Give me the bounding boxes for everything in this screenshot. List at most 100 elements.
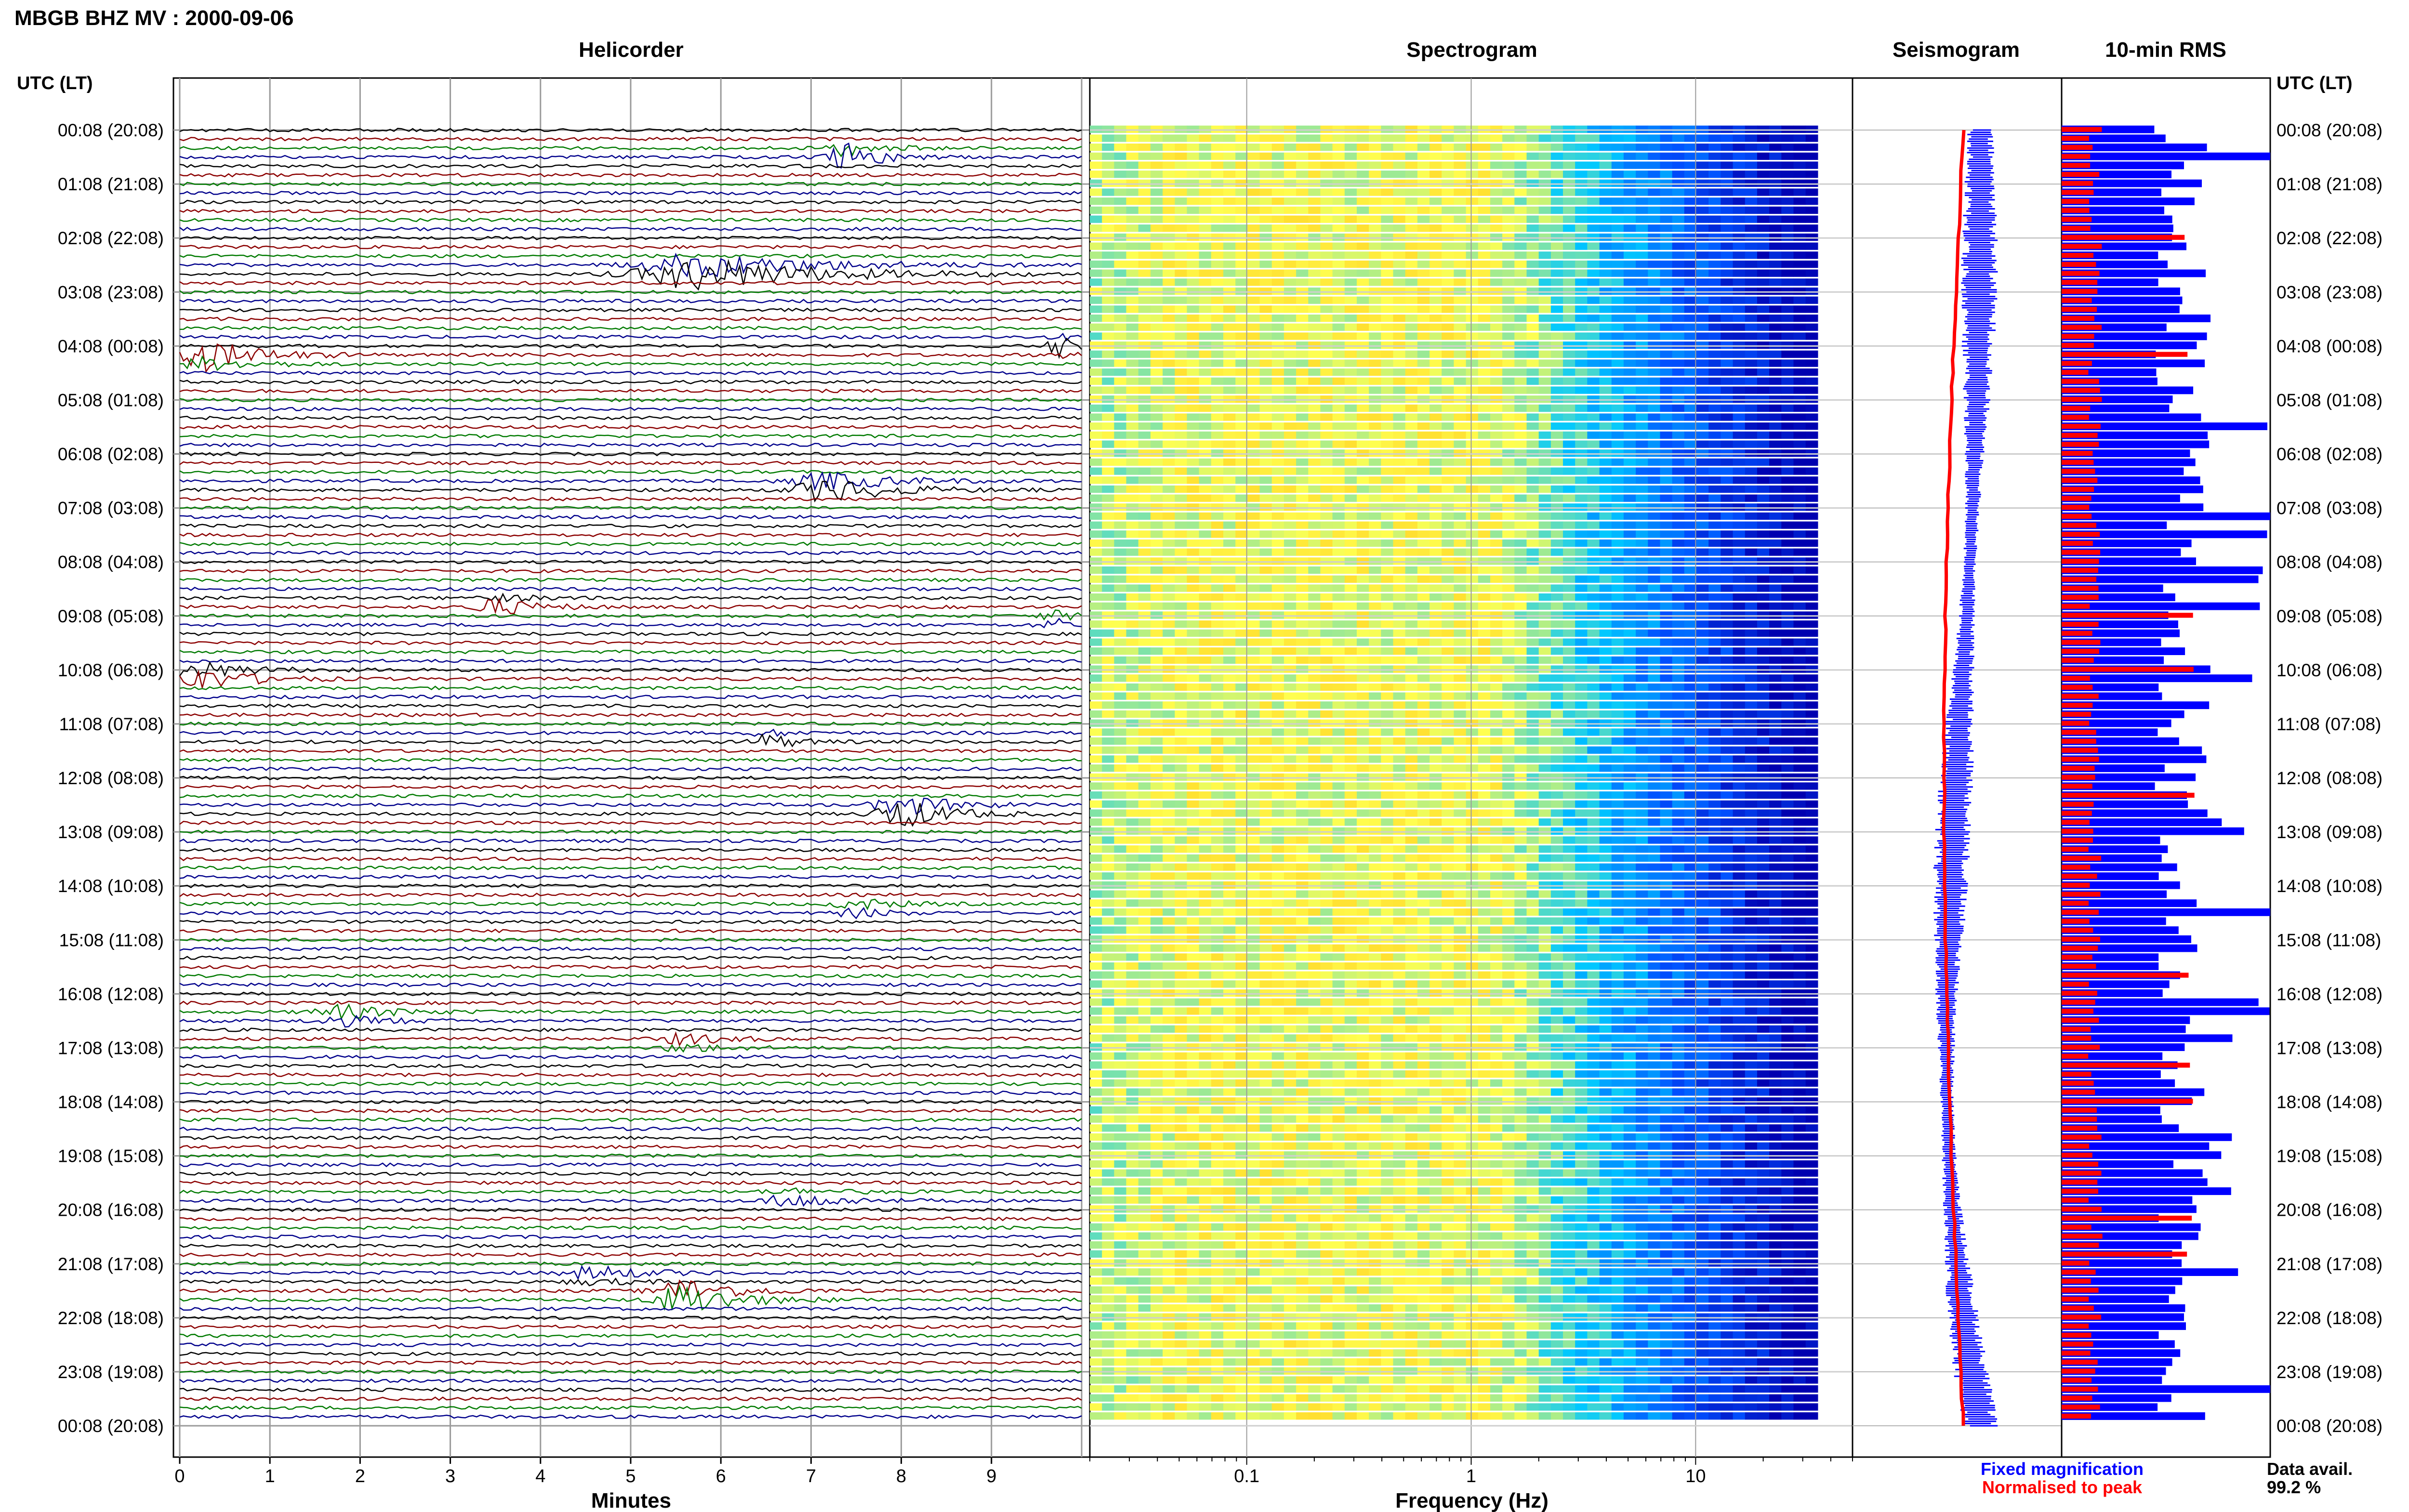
spectrogram-cell [1781,800,1794,808]
spectrogram-cell [1805,782,1818,790]
spectrogram-cell [1259,404,1272,412]
spectrogram-cell [1247,557,1260,565]
spectrogram-cell [1430,332,1442,340]
spectrogram-cell [1563,171,1575,178]
spectrogram-cell [1696,251,1709,259]
spectrogram-cell [1660,278,1673,286]
spectrogram-cell [1114,539,1127,547]
spectrogram-cell [1611,566,1624,574]
helicorder-trace [179,658,1082,663]
spectrogram-cell [1672,215,1685,223]
spectrogram-cell [1381,656,1394,664]
spectrogram-cell [1550,818,1563,826]
spectrogram-cell [1417,215,1430,223]
spectrogram-cell [1320,764,1333,772]
spectrogram-cell [1599,737,1612,745]
spectrogram-cell [1648,422,1661,430]
spectrogram-cell [1563,350,1575,358]
spectrogram-cell [1611,575,1624,583]
spectrogram-cell [1259,260,1272,268]
spectrogram-cell [1247,827,1260,835]
spectrogram-cell [1430,638,1442,646]
spectrogram-cell [1357,539,1369,547]
spectrogram-cell [1587,593,1600,601]
spectrogram-cell [1393,494,1406,502]
spectrogram-cell [1575,296,1588,304]
spectrogram-cell [1514,656,1527,664]
spectrogram-cell [1684,521,1697,529]
spectrogram-cell [1514,611,1527,619]
spectrogram-cell [1150,539,1163,547]
spectrogram-cell [1599,179,1612,187]
spectrogram-cell [1405,548,1418,556]
spectrogram-cell [1114,315,1127,322]
spectrogram-cell [1648,125,1661,133]
spectrogram-cell [1271,575,1284,583]
spectrogram-cell [1308,476,1321,484]
spectrogram-cell [1405,602,1418,610]
spectrogram-cell [1442,134,1454,142]
spectrogram-cell [1405,746,1418,754]
helicorder-trace [179,1252,1082,1257]
spectrogram-cell [1575,485,1588,493]
spectrogram-cell [1163,737,1175,745]
spectrogram-cell [1805,593,1818,601]
spectrogram-cell [1223,467,1236,475]
spectrogram-cell [1733,251,1746,259]
spectrogram-cell [1623,179,1636,187]
spectrogram-cell [1660,710,1673,718]
spectrogram-cell [1745,197,1758,205]
spectrogram-cell [1381,206,1394,214]
spectrogram-cell [1563,269,1575,277]
spectrogram-cell [1247,242,1260,250]
spectrogram-cell [1733,737,1746,745]
spectrogram-cell [1442,512,1454,520]
spectrogram-cell [1175,773,1188,781]
spectrogram-cell [1575,350,1588,358]
spectrogram-cell [1102,692,1114,700]
spectrogram-cell [1175,584,1188,592]
spectrogram-cell [1308,224,1321,232]
spectrogram-cell [1430,620,1442,628]
spectrogram-cell [1538,539,1551,547]
spectrogram-cell [1781,315,1794,322]
spectrogram-cell [1466,575,1479,583]
spectrogram-cell [1672,611,1685,619]
spectrogram-cell [1344,206,1357,214]
spectrogram-cell [1490,773,1503,781]
spectrogram-cell [1357,342,1369,349]
spectrogram-cell [1757,386,1770,394]
spectrogram-cell [1126,152,1139,160]
spectrogram-cell [1235,764,1248,772]
spectrogram-cell [1538,171,1551,178]
spectrogram-cell [1733,728,1746,736]
spectrogram-cell [1114,377,1127,385]
spectrogram-cell [1696,557,1709,565]
spectrogram-cell [1393,719,1406,727]
spectrogram-cell [1126,171,1139,178]
spectrogram-cell [1660,530,1673,538]
spectrogram-cell [1417,791,1430,799]
spectrogram-cell [1745,800,1758,808]
spectrogram-cell [1284,144,1297,151]
helicorder-trace [179,236,1082,241]
spectrogram-cell [1114,800,1127,808]
spectrogram-cell [1308,593,1321,601]
spectrogram-cell [1175,737,1188,745]
spectrogram-cell [1102,593,1114,601]
spectrogram-cell [1442,296,1454,304]
spectrogram-cell [1769,593,1782,601]
time-label-left: 02:08 (22:08) [58,228,164,248]
spectrogram-cell [1199,485,1212,493]
spectrogram-cell [1708,827,1721,835]
spectrogram-cell [1381,332,1394,340]
spectrogram-cell [1259,305,1272,313]
spectrogram-cell [1466,593,1479,601]
spectrogram-cell [1721,584,1734,592]
spectrogram-cell [1745,620,1758,628]
spectrogram-cell [1793,224,1806,232]
spectrogram-cell [1357,125,1369,133]
spectrogram-cell [1442,125,1454,133]
spectrogram-cell [1538,638,1551,646]
spectrogram-cell [1430,395,1442,403]
